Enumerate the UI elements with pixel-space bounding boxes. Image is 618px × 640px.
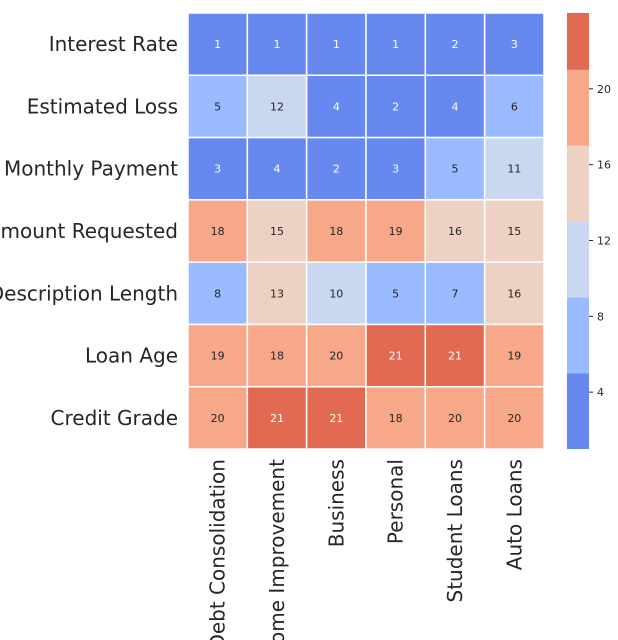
cell-value-label: 1 xyxy=(392,38,399,51)
cell-value-label: 5 xyxy=(451,163,458,176)
colorbar-tick-label: 12 xyxy=(597,234,611,247)
heatmap-cell xyxy=(365,261,427,326)
cell-value-label: 13 xyxy=(270,287,284,300)
cell-value-label: 21 xyxy=(329,412,343,425)
cell-value-label: 18 xyxy=(211,225,225,238)
heatmap-cell xyxy=(424,385,486,450)
colorbar-tick-label: 8 xyxy=(597,310,604,323)
heatmap-cell xyxy=(246,385,308,450)
cell-value-label: 15 xyxy=(270,225,284,238)
row-label: Interest Rate xyxy=(49,32,178,56)
column-label: Auto Loans xyxy=(502,459,526,570)
cell-value-label: 4 xyxy=(451,100,458,113)
cell-value-label: 20 xyxy=(211,412,225,425)
cell-value-label: 19 xyxy=(389,225,403,238)
row-labels: Interest Rate Estimated Loss Monthly Payme… xyxy=(0,32,178,430)
heatmap-cell xyxy=(483,261,545,326)
cell-value-label: 19 xyxy=(211,350,225,363)
colorbar-segment xyxy=(567,373,589,449)
row-label: Estimated Loss xyxy=(27,94,178,118)
cell-value-label: 20 xyxy=(507,412,521,425)
colorbar-tick-label: 16 xyxy=(597,159,611,172)
heatmap-cell xyxy=(483,136,545,201)
cell-value-label: 1 xyxy=(273,38,280,51)
heatmap-cell xyxy=(246,199,308,263)
heatmap-cell xyxy=(246,12,308,77)
colorbar-segment xyxy=(567,13,589,70)
row-label: Credit Grade xyxy=(51,406,178,430)
column-label: Student Loans xyxy=(443,459,467,602)
heatmap-cell xyxy=(483,12,545,77)
cell-value-label: 11 xyxy=(507,163,521,176)
cell-value-label: 1 xyxy=(214,38,221,51)
cell-value-label: 4 xyxy=(273,163,280,176)
heatmap-cell xyxy=(483,385,545,450)
column-label: Home Improvement xyxy=(265,459,289,640)
colorbar-segment xyxy=(567,145,589,222)
cell-value-label: 3 xyxy=(214,163,221,176)
heatmap-cell xyxy=(187,385,249,450)
cell-value-label: 18 xyxy=(329,225,343,238)
column-label: Personal xyxy=(384,459,408,544)
colorbar-segment xyxy=(567,69,589,146)
heatmap-cell xyxy=(365,385,427,450)
cell-value-label: 5 xyxy=(214,100,221,113)
row-label: Monthly Payment xyxy=(4,157,178,181)
column-label: Debt Consolidation xyxy=(206,459,230,640)
heatmap-cell xyxy=(424,136,486,201)
colorbar-tick-label: 4 xyxy=(597,386,604,399)
cell-value-label: 16 xyxy=(448,225,462,238)
heatmap-cell xyxy=(483,323,545,388)
cell-value-label: 12 xyxy=(270,100,284,113)
cell-value-label: 20 xyxy=(448,412,462,425)
cell-value-label: 20 xyxy=(329,350,343,363)
colorbar-segment xyxy=(567,297,589,374)
cell-value-label: 2 xyxy=(333,163,340,176)
heatmap-cell xyxy=(424,199,486,263)
heatmap-cell xyxy=(365,74,427,139)
row-label: Amount Requested xyxy=(0,219,178,243)
heatmap-cell xyxy=(483,74,545,139)
cell-value-label: 10 xyxy=(329,287,343,300)
row-label: Description Length xyxy=(0,281,178,305)
heatmap-cell xyxy=(365,136,427,201)
column-label: Business xyxy=(324,459,348,547)
cell-value-label: 15 xyxy=(507,225,521,238)
heatmap-cell xyxy=(365,199,427,263)
colorbar-tick-label: 20 xyxy=(597,83,611,96)
cell-value-label: 2 xyxy=(392,100,399,113)
cell-value-label: 3 xyxy=(511,38,518,51)
heatmap-cell xyxy=(246,136,308,201)
cell-value-label: 21 xyxy=(448,350,462,363)
heatmap-cell xyxy=(305,261,367,326)
heatmap-cell xyxy=(187,323,249,388)
cell-value-label: 16 xyxy=(507,287,521,300)
column-labels: Debt Consolidation Home Improvement Busine… xyxy=(206,459,527,640)
heatmap-cell xyxy=(305,199,367,263)
heatmap-cell xyxy=(246,74,308,139)
cell-value-label: 2 xyxy=(451,38,458,51)
cell-value-label: 6 xyxy=(511,100,518,113)
cell-value-label: 4 xyxy=(333,100,340,113)
colorbar-segment xyxy=(567,221,589,298)
cell-value-label: 19 xyxy=(507,350,521,363)
row-label: Loan Age xyxy=(85,344,178,368)
cell-value-label: 3 xyxy=(392,163,399,176)
cell-value-label: 7 xyxy=(451,287,458,300)
cell-value-label: 5 xyxy=(392,287,399,300)
cell-value-label: 21 xyxy=(270,412,284,425)
cell-value-label: 18 xyxy=(389,412,403,425)
heatmap-cell xyxy=(483,199,545,263)
cell-value-label: 18 xyxy=(270,350,284,363)
heatmap-cell xyxy=(424,261,486,326)
colorbar: 4 8 12 16 20 xyxy=(567,13,611,449)
cell-value-label: 21 xyxy=(389,350,403,363)
heatmap-cell xyxy=(187,12,249,77)
heatmap-cell xyxy=(187,199,249,263)
cell-value-label: 8 xyxy=(214,287,221,300)
cell-value-label: 1 xyxy=(333,38,340,51)
